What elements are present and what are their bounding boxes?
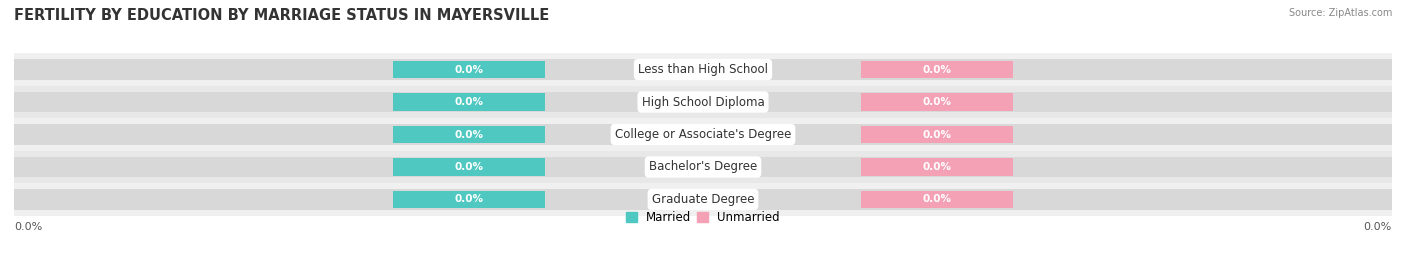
- Bar: [14, 125, 1392, 144]
- Text: FERTILITY BY EDUCATION BY MARRIAGE STATUS IN MAYERSVILLE: FERTILITY BY EDUCATION BY MARRIAGE STATU…: [14, 8, 550, 23]
- Text: 0.0%: 0.0%: [922, 194, 952, 204]
- Text: Less than High School: Less than High School: [638, 63, 768, 76]
- Text: Source: ZipAtlas.com: Source: ZipAtlas.com: [1288, 8, 1392, 18]
- Bar: [392, 158, 544, 176]
- Text: College or Associate's Degree: College or Associate's Degree: [614, 128, 792, 141]
- Bar: [862, 158, 1014, 176]
- Bar: [392, 93, 544, 111]
- Bar: [14, 92, 1392, 112]
- Text: Bachelor's Degree: Bachelor's Degree: [650, 161, 756, 174]
- Text: 0.0%: 0.0%: [922, 162, 952, 172]
- Bar: [392, 191, 544, 208]
- Bar: [862, 126, 1014, 143]
- Bar: [862, 191, 1014, 208]
- Bar: [14, 189, 1392, 210]
- Text: 0.0%: 0.0%: [454, 65, 484, 75]
- Bar: [392, 61, 544, 78]
- Bar: [14, 86, 1392, 118]
- Text: 0.0%: 0.0%: [922, 65, 952, 75]
- Bar: [14, 118, 1392, 151]
- Text: 0.0%: 0.0%: [454, 97, 484, 107]
- Bar: [14, 183, 1392, 216]
- Text: 0.0%: 0.0%: [1364, 222, 1392, 232]
- Text: Graduate Degree: Graduate Degree: [652, 193, 754, 206]
- Legend: Married, Unmarried: Married, Unmarried: [621, 206, 785, 228]
- Text: 0.0%: 0.0%: [922, 97, 952, 107]
- Bar: [14, 59, 1392, 80]
- Text: 0.0%: 0.0%: [454, 194, 484, 204]
- Bar: [14, 151, 1392, 183]
- Text: 0.0%: 0.0%: [454, 129, 484, 140]
- Bar: [14, 53, 1392, 86]
- Text: 0.0%: 0.0%: [454, 162, 484, 172]
- Text: 0.0%: 0.0%: [922, 129, 952, 140]
- Bar: [14, 157, 1392, 177]
- Text: High School Diploma: High School Diploma: [641, 95, 765, 108]
- Bar: [862, 93, 1014, 111]
- Text: 0.0%: 0.0%: [14, 222, 42, 232]
- Bar: [862, 61, 1014, 78]
- Bar: [392, 126, 544, 143]
